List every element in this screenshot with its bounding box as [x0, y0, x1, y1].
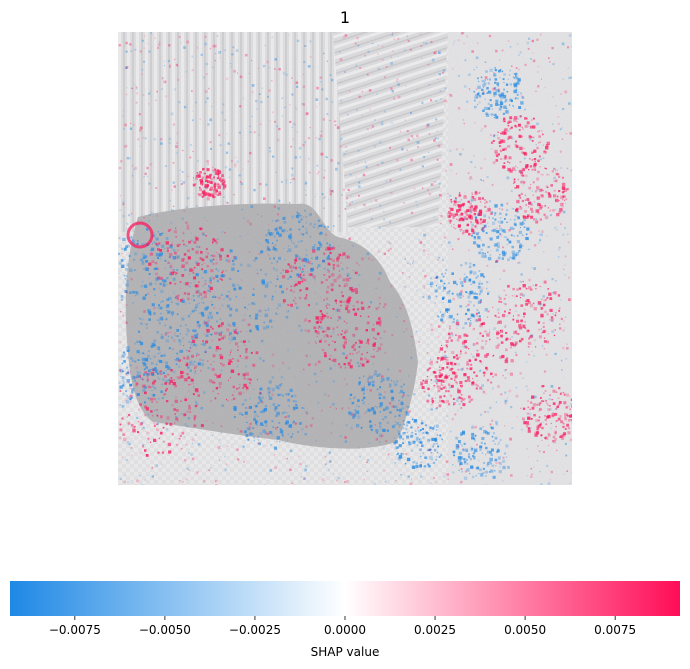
colorbar-tick-label: 0.0050 — [504, 623, 546, 637]
colorbar-tick-label: 0.0025 — [414, 623, 456, 637]
colorbar-tick-label: −0.0025 — [229, 623, 281, 637]
shap-heatmap-image — [118, 32, 572, 485]
heatmap-svg — [118, 32, 572, 485]
colorbar-tick-label: −0.0075 — [49, 623, 101, 637]
chart-title: 1 — [339, 8, 351, 27]
colorbar-label: SHAP value — [311, 645, 380, 659]
colorbar-tick-label: 0.0075 — [594, 623, 636, 637]
noise-overlay — [118, 32, 572, 485]
colorbar-tick-label: −0.0050 — [139, 623, 191, 637]
colorbar-gradient — [10, 581, 680, 616]
colorbar-ticks: −0.0075 −0.0050 −0.0025 0.0000 0.0025 0.0050 0… — [49, 616, 636, 637]
colorbar-tick-label: 0.0000 — [324, 623, 366, 637]
